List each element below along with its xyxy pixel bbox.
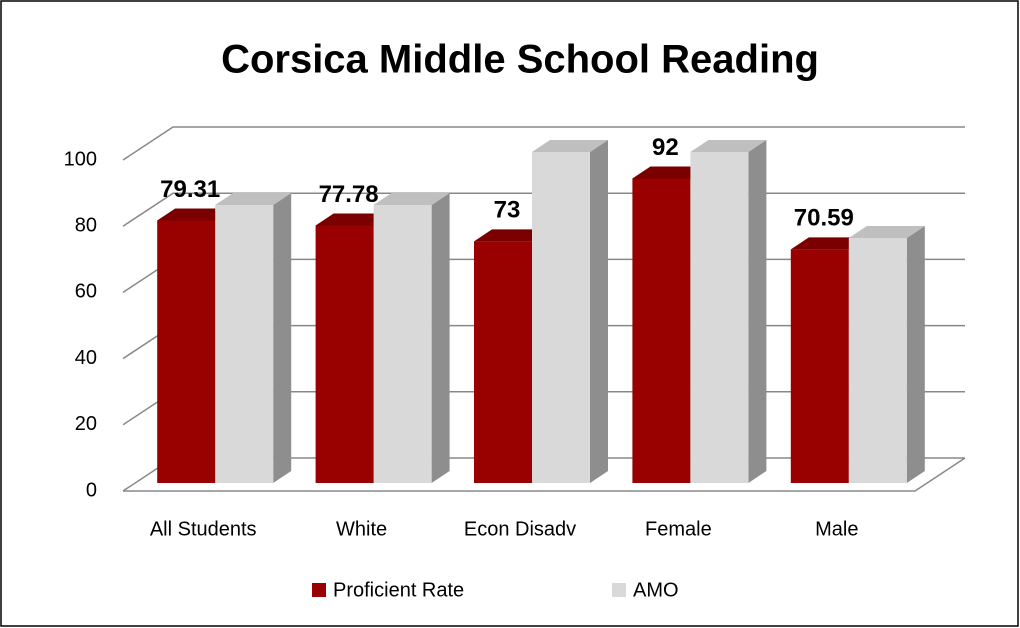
bar-top — [373, 192, 450, 205]
bar-top — [690, 140, 767, 152]
data-label: 92 — [652, 134, 679, 161]
bar-front — [157, 220, 216, 484]
bar-top — [790, 237, 867, 250]
bar-front — [474, 241, 532, 483]
bar — [848, 226, 925, 483]
bar-top — [632, 166, 709, 179]
chart-title: Corsica Middle School Reading — [221, 38, 819, 82]
bar — [532, 140, 608, 483]
legend-swatch — [612, 583, 626, 597]
legend-label: AMO — [633, 579, 679, 601]
bar-side — [906, 226, 925, 483]
bar-top — [215, 192, 292, 205]
x-tick-label: Male — [815, 518, 858, 540]
grid-line — [122, 126, 965, 161]
bar-front — [315, 225, 374, 483]
bar — [690, 140, 767, 483]
y-tick-label: 100 — [64, 148, 97, 170]
legend-label: Proficient Rate — [333, 579, 464, 601]
bar-side — [273, 192, 292, 483]
bar-top — [157, 208, 234, 221]
x-tick-label: All Students — [150, 518, 257, 540]
bar-side — [590, 140, 608, 483]
bar-front — [215, 204, 274, 483]
y-tick-label: 0 — [86, 479, 97, 501]
bar-front — [790, 249, 849, 483]
y-tick-label: 60 — [75, 281, 97, 303]
bar-front — [690, 152, 749, 483]
x-tick-label: Econ Disadv — [464, 518, 576, 540]
data-label: 73 — [494, 197, 521, 224]
floor — [123, 457, 966, 492]
bar-side — [431, 192, 450, 483]
y-tick-label: 40 — [75, 347, 97, 369]
bar-front — [848, 238, 907, 483]
bar-top — [532, 140, 608, 152]
data-label: 77.78 — [319, 181, 379, 208]
data-label: 70.59 — [794, 205, 854, 232]
y-tick-label: 20 — [75, 413, 97, 435]
bar-front — [632, 178, 691, 484]
bar-side — [748, 140, 767, 483]
y-tick-label: 80 — [75, 214, 97, 236]
bar-front — [532, 152, 590, 483]
x-tick-label: White — [336, 518, 387, 540]
x-tick-label: Female — [645, 518, 712, 540]
bar — [215, 192, 292, 483]
bar-top — [315, 213, 392, 226]
bar-front — [373, 204, 432, 483]
bar-top — [848, 226, 925, 239]
data-label: 79.31 — [160, 176, 220, 203]
legend-swatch — [312, 583, 326, 597]
bar — [373, 192, 450, 483]
bar-top — [474, 229, 550, 242]
